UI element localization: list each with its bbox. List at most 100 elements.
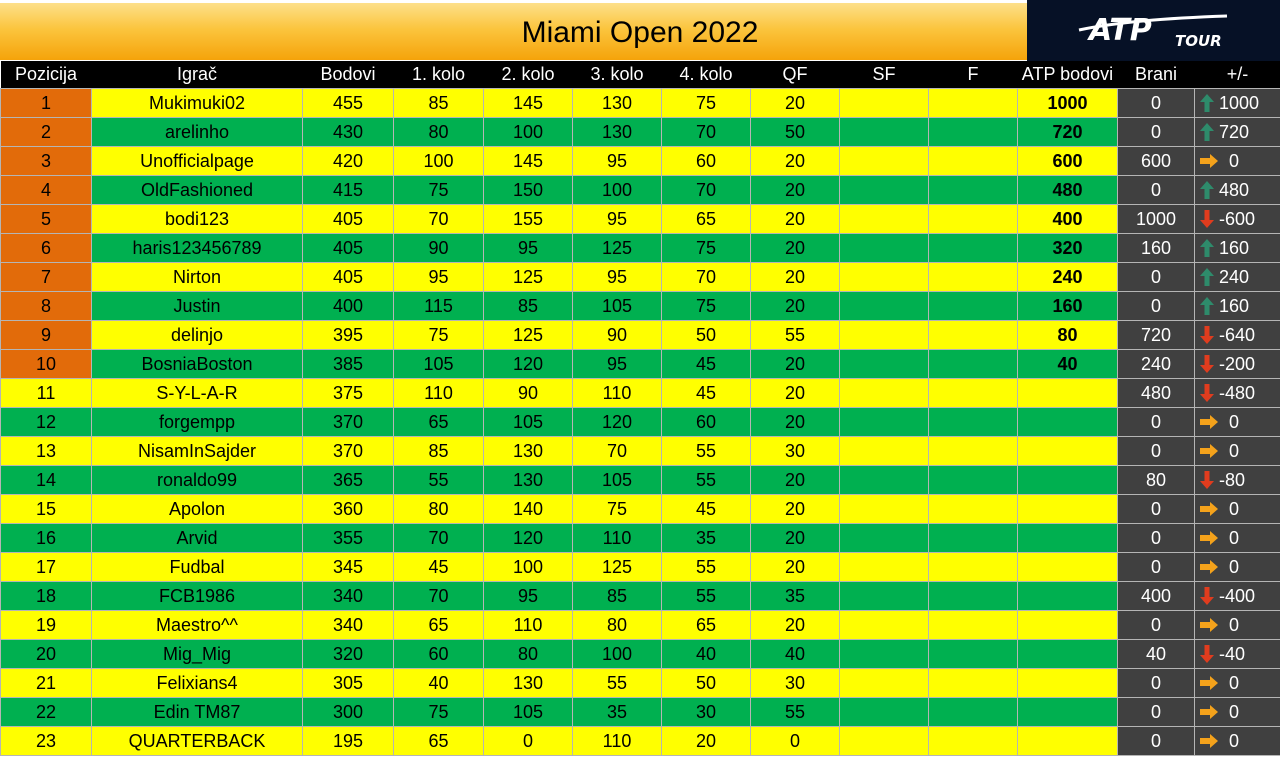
diff-value: -40 [1219,643,1246,664]
cell-atp-bodovi: 400 [1017,204,1118,234]
cell-f [928,610,1018,640]
cell-f [928,291,1018,321]
cell-f [928,436,1018,466]
cell-diff: 0 [1194,697,1280,727]
cell-sf [839,552,929,582]
cell-qf: 20 [750,291,840,321]
cell-sf [839,320,929,350]
diff-value: 160 [1219,295,1250,316]
arrow-right-icon [1199,443,1219,459]
table-row: 10 BosniaBoston 385 105 120 95 45 20 40 240 -200 [0,349,1280,379]
cell-diff: 160 [1194,291,1280,321]
cell-atp-bodovi [1017,407,1118,437]
cell-position: 22 [0,697,92,727]
diff-value: 480 [1219,179,1250,200]
cell-player: FCB1986 [91,581,303,611]
diff-value: 1000 [1219,92,1260,113]
cell-f [928,552,1018,582]
cell-atp-bodovi [1017,639,1118,669]
cell-kolo-3: 95 [572,349,662,379]
cell-f [928,581,1018,611]
cell-diff: 0 [1194,552,1280,582]
cell-position: 16 [0,523,92,553]
cell-f [928,726,1018,756]
header-sf: SF [839,61,929,89]
cell-bodovi: 430 [302,117,394,147]
cell-sf [839,639,929,669]
cell-diff: 1000 [1194,88,1280,118]
cell-sf [839,117,929,147]
cell-diff: 0 [1194,610,1280,640]
table-row: 13 NisamInSajder 370 85 130 70 55 30 0 0 [0,436,1280,466]
cell-bodovi: 415 [302,175,394,205]
cell-f [928,88,1018,118]
header-kolo-2: 2. kolo [483,61,573,89]
cell-kolo-3: 95 [572,262,662,292]
header-kolo-3: 3. kolo [572,61,662,89]
cell-player: QUARTERBACK [91,726,303,756]
cell-kolo-1: 65 [393,610,484,640]
table-row: 7 Nirton 405 95 125 95 70 20 240 0 240 [0,262,1280,292]
cell-player: Nirton [91,262,303,292]
cell-sf [839,610,929,640]
diff-value: 0 [1229,150,1240,171]
cell-bodovi: 370 [302,407,394,437]
cell-kolo-2: 85 [483,291,573,321]
cell-diff: 0 [1194,494,1280,524]
cell-player: Unofficialpage [91,146,303,176]
cell-qf: 30 [750,436,840,466]
cell-brani: 0 [1117,494,1195,524]
cell-bodovi: 420 [302,146,394,176]
cell-diff: 720 [1194,117,1280,147]
cell-kolo-3: 100 [572,639,662,669]
cell-brani: 0 [1117,668,1195,698]
cell-kolo-2: 145 [483,88,573,118]
arrow-down-icon [1199,586,1219,606]
cell-atp-bodovi: 720 [1017,117,1118,147]
cell-kolo-2: 150 [483,175,573,205]
cell-kolo-4: 45 [661,349,751,379]
cell-player: arelinho [91,117,303,147]
cell-bodovi: 405 [302,262,394,292]
cell-kolo-2: 90 [483,378,573,408]
diff-value: -600 [1219,208,1256,229]
cell-f [928,668,1018,698]
cell-qf: 20 [750,494,840,524]
arrow-right-icon [1199,617,1219,633]
table-row: 9 delinjo 395 75 125 90 50 55 80 720 -640 [0,320,1280,350]
cell-bodovi: 305 [302,668,394,698]
cell-atp-bodovi: 160 [1017,291,1118,321]
cell-position: 21 [0,668,92,698]
cell-kolo-4: 55 [661,436,751,466]
cell-sf [839,581,929,611]
cell-f [928,146,1018,176]
cell-qf: 20 [750,407,840,437]
cell-sf [839,378,929,408]
arrow-right-icon [1199,530,1219,546]
header-row: Pozicija Igrač Bodovi 1. kolo 2. kolo 3.… [0,61,1280,89]
cell-kolo-3: 35 [572,697,662,727]
cell-kolo-4: 65 [661,610,751,640]
cell-position: 14 [0,465,92,495]
cell-kolo-1: 70 [393,204,484,234]
header-bodovi: Bodovi [302,61,394,89]
arrow-up-icon [1199,180,1219,200]
cell-kolo-2: 130 [483,668,573,698]
cell-sf [839,436,929,466]
cell-player: bodi123 [91,204,303,234]
cell-f [928,639,1018,669]
arrow-down-icon [1199,470,1219,490]
cell-position: 20 [0,639,92,669]
cell-sf [839,204,929,234]
table-row: 14 ronaldo99 365 55 130 105 55 20 80 -80 [0,465,1280,495]
cell-atp-bodovi [1017,494,1118,524]
cell-atp-bodovi: 1000 [1017,88,1118,118]
cell-bodovi: 345 [302,552,394,582]
cell-brani: 0 [1117,175,1195,205]
cell-player: NisamInSajder [91,436,303,466]
cell-kolo-4: 70 [661,262,751,292]
cell-atp-bodovi: 80 [1017,320,1118,350]
cell-position: 18 [0,581,92,611]
cell-atp-bodovi: 600 [1017,146,1118,176]
cell-kolo-3: 125 [572,552,662,582]
